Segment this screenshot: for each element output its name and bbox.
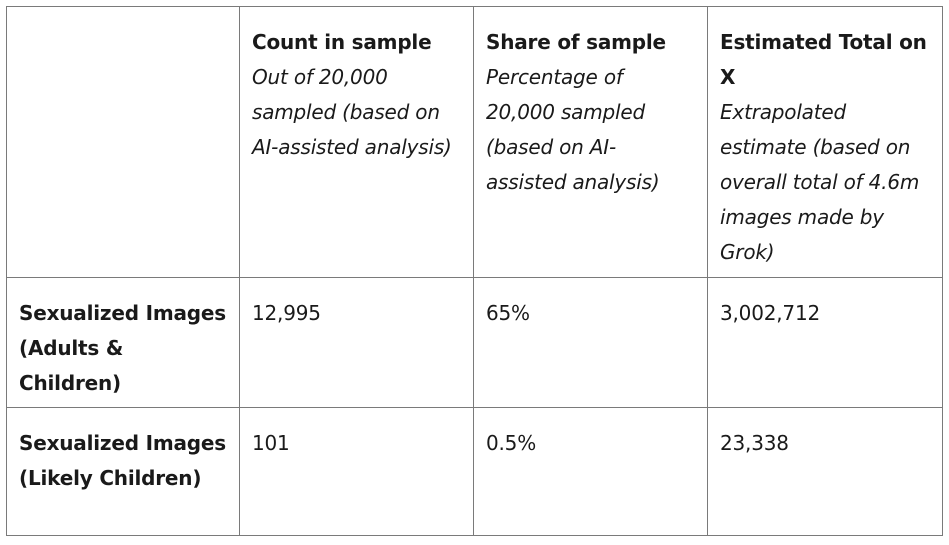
- header-subtitle: Out of 20,000 sampled (based on AI-assis…: [252, 65, 452, 159]
- header-subtitle: Extrapolated estimate (based on overall …: [720, 100, 920, 264]
- data-table: Count in sample Out of 20,000 sampled (b…: [6, 6, 943, 536]
- header-cell-empty: [6, 6, 240, 278]
- header-title: Count in sample: [252, 30, 432, 54]
- estimate-cell: 23,338: [707, 407, 943, 536]
- count-cell: 12,995: [239, 277, 474, 408]
- header-cell-estimate: Estimated Total on X Extrapolated estima…: [707, 6, 943, 278]
- header-cell-share: Share of sample Percentage of 20,000 sam…: [473, 6, 708, 278]
- header-cell-count: Count in sample Out of 20,000 sampled (b…: [239, 6, 474, 278]
- estimate-cell: 3,002,712: [707, 277, 943, 408]
- row-label: Sexualized Images (Adults & Children): [6, 277, 240, 408]
- table-row: Sexualized Images (Adults & Children) 12…: [6, 277, 943, 408]
- share-cell: 65%: [473, 277, 708, 408]
- table-row: Sexualized Images (Likely Children) 101 …: [6, 407, 943, 536]
- count-cell: 101: [239, 407, 474, 536]
- row-label: Sexualized Images (Likely Children): [6, 407, 240, 536]
- header-title: Estimated Total on X: [720, 30, 927, 89]
- header-row: Count in sample Out of 20,000 sampled (b…: [6, 6, 943, 278]
- share-cell: 0.5%: [473, 407, 708, 536]
- header-title: Share of sample: [486, 30, 666, 54]
- header-subtitle: Percentage of 20,000 sampled (based on A…: [486, 65, 660, 194]
